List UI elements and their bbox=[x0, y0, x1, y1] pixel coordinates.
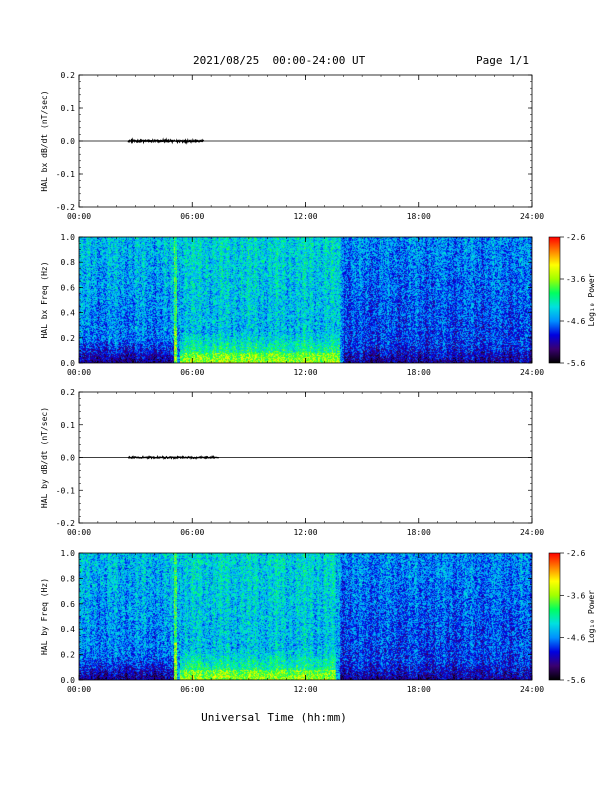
data-trace bbox=[127, 137, 205, 145]
x-tick-label: 12:00 bbox=[293, 528, 317, 537]
colorbar-tick-label: -3.6 bbox=[566, 275, 585, 284]
y-tick-label: -0.2 bbox=[56, 203, 75, 212]
y-tick-label: 0.0 bbox=[61, 137, 76, 146]
y-tick-label: 1.0 bbox=[61, 233, 76, 242]
x-axis-title: Universal Time (hh:mm) bbox=[201, 711, 347, 724]
colorbar-tick-label: -5.6 bbox=[566, 676, 585, 685]
y-tick-label: 0.8 bbox=[61, 258, 76, 267]
colorbar-tick-label: -5.6 bbox=[566, 359, 585, 368]
y-tick-label: 0.8 bbox=[61, 574, 76, 583]
colorbar-tick-label: -3.6 bbox=[566, 591, 585, 600]
x-tick-label: 12:00 bbox=[293, 685, 317, 694]
panel-4: -2.6 -3.6 -4.6 -5.6 Log₁₀ Power 1.0 0.8 0.6 0.4 0… bbox=[40, 549, 596, 694]
colorbar bbox=[548, 552, 561, 681]
y-tick-label: 0.2 bbox=[61, 71, 76, 80]
y-tick-label: 0.4 bbox=[61, 625, 76, 634]
x-tick-label: 18:00 bbox=[407, 368, 431, 377]
spectrogram-image bbox=[79, 553, 532, 680]
y-tick-label: -0.2 bbox=[56, 519, 75, 528]
colorbar-tick-label: -4.6 bbox=[566, 317, 585, 326]
y-tick-label: 0.0 bbox=[61, 454, 76, 463]
x-tick-label: 18:00 bbox=[407, 685, 431, 694]
y-axis-title: HAL by dB/dt (nT/sec) bbox=[40, 407, 49, 508]
y-tick-label: 0.2 bbox=[61, 651, 76, 660]
x-tick-label: 12:00 bbox=[293, 368, 317, 377]
x-tick-label: 24:00 bbox=[520, 528, 544, 537]
spectrogram-canvas bbox=[79, 553, 532, 680]
spectrogram-image bbox=[79, 237, 532, 363]
colorbar bbox=[548, 236, 561, 364]
y-tick-label: 0.2 bbox=[61, 334, 76, 343]
x-tick-label: 18:00 bbox=[407, 212, 431, 221]
y-tick-label: -0.1 bbox=[56, 486, 75, 495]
x-tick-label: 24:00 bbox=[520, 685, 544, 694]
y-tick-label: 0.0 bbox=[61, 359, 76, 368]
y-tick-label: 0.2 bbox=[61, 388, 76, 397]
page-title: 2021/08/25 00:00-24:00 UT bbox=[193, 54, 366, 67]
x-tick-label: 18:00 bbox=[407, 528, 431, 537]
x-tick-label: 24:00 bbox=[520, 212, 544, 221]
x-tick-label: 06:00 bbox=[180, 212, 204, 221]
y-tick-label: 1.0 bbox=[61, 549, 76, 558]
x-tick-label: 06:00 bbox=[180, 685, 204, 694]
panel-2: -2.6 -3.6 -4.6 -5.6 Log₁₀ Power 1.0 0.8 0.6 0.4 0… bbox=[40, 233, 596, 377]
spectrogram-canvas bbox=[79, 237, 532, 363]
x-tick-label: 00:00 bbox=[67, 212, 91, 221]
x-tick-label: 00:00 bbox=[67, 368, 91, 377]
x-tick-label: 06:00 bbox=[180, 368, 204, 377]
x-tick-label: 06:00 bbox=[180, 528, 204, 537]
page-number: Page 1/1 bbox=[476, 54, 529, 67]
colorbar-tick-label: -2.6 bbox=[566, 549, 585, 558]
colorbar-label: Log₁₀ Power bbox=[587, 590, 596, 643]
y-tick-label: 0.1 bbox=[61, 421, 76, 430]
panel-1: 0.2 0.1 0.0 -0.1 -0.200:00 06:00 12:00 18:00 24:… bbox=[40, 71, 544, 221]
colorbar-tick-label: -2.6 bbox=[566, 233, 585, 242]
x-tick-label: 00:00 bbox=[67, 685, 91, 694]
x-tick-label: 24:00 bbox=[520, 368, 544, 377]
y-axis-title: HAL bx Freq (Hz) bbox=[40, 261, 49, 338]
y-tick-label: -0.1 bbox=[56, 170, 75, 179]
y-axis-title: HAL bx dB/dt (nT/sec) bbox=[40, 90, 49, 191]
y-tick-label: 0.6 bbox=[61, 283, 76, 292]
x-tick-label: 00:00 bbox=[67, 528, 91, 537]
y-tick-label: 0.0 bbox=[61, 676, 76, 685]
x-tick-label: 12:00 bbox=[293, 212, 317, 221]
colorbar-label: Log₁₀ Power bbox=[587, 273, 596, 326]
y-tick-label: 0.1 bbox=[61, 104, 76, 113]
y-axis-title: HAL by Freq (Hz) bbox=[40, 578, 49, 655]
panel-3: 0.2 0.1 0.0 -0.1 -0.200:00 06:00 12:00 18:00 24:… bbox=[40, 388, 544, 537]
y-tick-label: 0.4 bbox=[61, 309, 76, 318]
y-tick-label: 0.6 bbox=[61, 600, 76, 609]
colorbar-tick-label: -4.6 bbox=[566, 634, 585, 643]
data-trace bbox=[127, 454, 220, 460]
